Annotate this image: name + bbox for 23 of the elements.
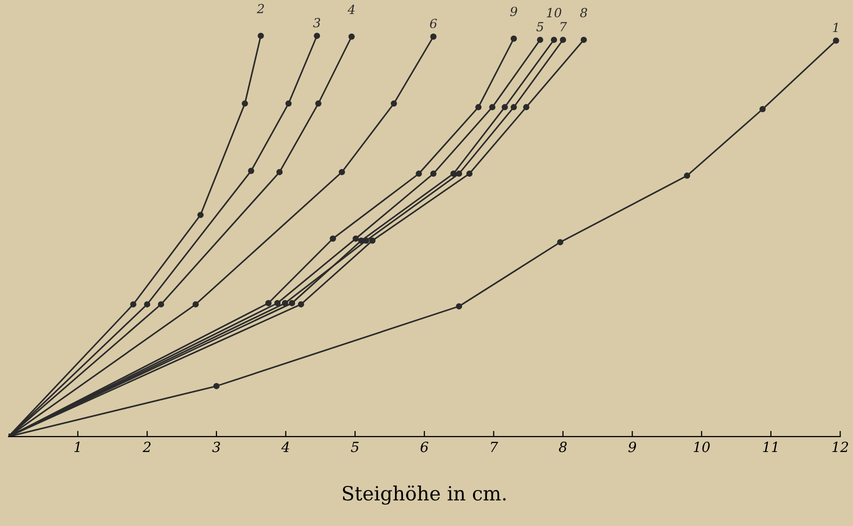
series-label: 4 — [348, 4, 355, 14]
x-tick-label: 12 — [832, 442, 848, 452]
x-tick-label: 3 — [212, 442, 220, 452]
series-label: 10 — [546, 8, 562, 18]
series-label: 8 — [580, 8, 588, 18]
x-tick-label: 11 — [763, 442, 778, 452]
x-tick-label: 1 — [74, 442, 80, 452]
x-tick-label: 5 — [350, 442, 359, 452]
x-tick-label: 7 — [490, 442, 498, 452]
x-axis-title: Steighöhe in cm. — [342, 485, 506, 505]
series-label: 6 — [430, 18, 437, 28]
series-label: 5 — [536, 22, 544, 32]
series-label: 9 — [510, 6, 518, 16]
series-label: 7 — [560, 22, 567, 32]
x-tick-label: 10 — [694, 442, 710, 452]
x-tick-label: 4 — [281, 442, 290, 452]
x-tick-label: 8 — [558, 442, 567, 452]
series-label: 2 — [256, 4, 264, 14]
x-tick-label: 9 — [628, 442, 636, 452]
series-label: 1 — [832, 22, 838, 32]
x-tick-label: 6 — [420, 442, 428, 452]
series-label: 3 — [313, 18, 320, 28]
x-tick-label: 2 — [142, 442, 151, 452]
